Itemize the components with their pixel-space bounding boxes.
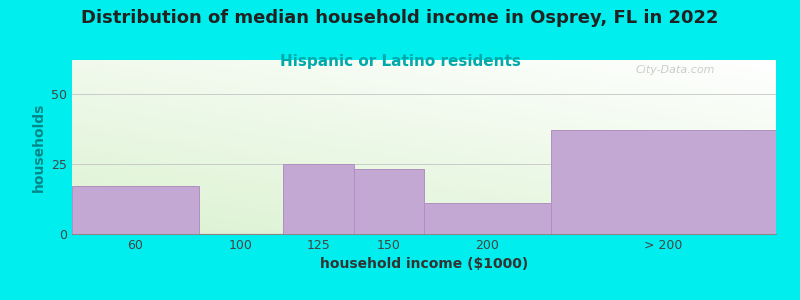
Text: City-Data.com: City-Data.com <box>635 65 714 75</box>
Text: Hispanic or Latino residents: Hispanic or Latino residents <box>279 54 521 69</box>
Bar <box>550 130 776 234</box>
X-axis label: household income ($1000): household income ($1000) <box>320 257 528 272</box>
Bar <box>72 186 198 234</box>
Bar <box>354 169 424 234</box>
Bar <box>424 203 550 234</box>
Text: Distribution of median household income in Osprey, FL in 2022: Distribution of median household income … <box>82 9 718 27</box>
Bar <box>283 164 354 234</box>
Y-axis label: households: households <box>31 102 46 192</box>
